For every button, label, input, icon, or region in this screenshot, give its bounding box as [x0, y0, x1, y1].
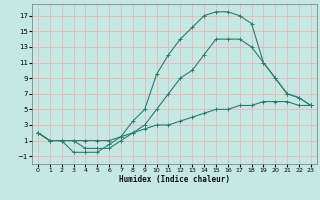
X-axis label: Humidex (Indice chaleur): Humidex (Indice chaleur) — [119, 175, 230, 184]
